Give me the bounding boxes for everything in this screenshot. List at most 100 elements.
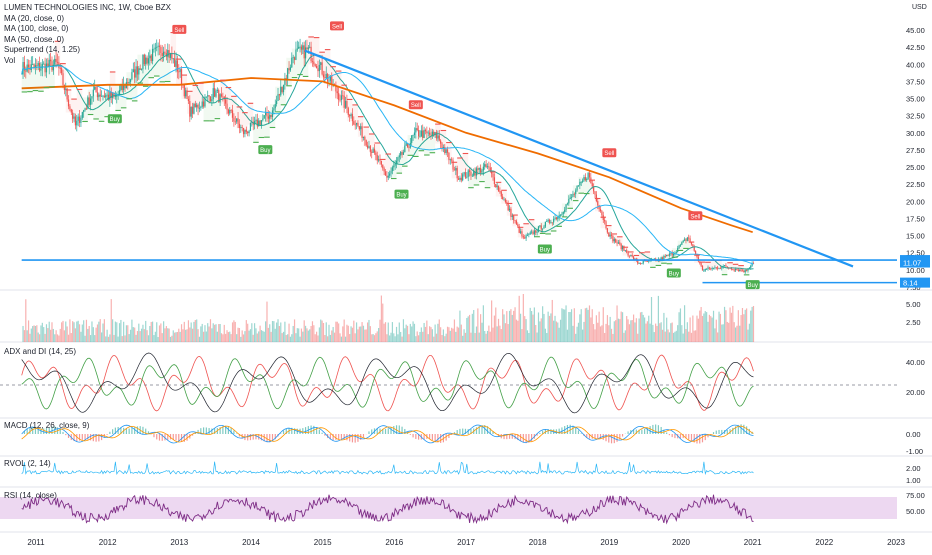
chart-title: LUMEN TECHNOLOGIES INC, 1W, Cboe BZX: [4, 3, 171, 14]
candle: [101, 96, 102, 97]
volume-bar: [514, 307, 515, 342]
volume-bar: [627, 319, 628, 342]
volume-bar: [643, 315, 644, 342]
volume-bar: [173, 330, 174, 342]
volume-bar: [185, 330, 186, 342]
volume-bar: [575, 334, 576, 342]
volume-bar: [193, 322, 194, 342]
volume-bar: [235, 322, 236, 342]
macd-bar: [335, 434, 336, 440]
volume-bar: [294, 319, 295, 342]
volume-bar: [537, 333, 538, 342]
supertrend-fill: [391, 161, 397, 179]
y-tick-label: 35.00: [906, 95, 925, 104]
adx-pane-title[interactable]: ADX and DI (14, 25): [4, 347, 76, 356]
volume-bar: [712, 318, 713, 342]
volume-bar: [601, 325, 602, 342]
macd-bar: [250, 434, 251, 440]
legend-ma50[interactable]: MA (50, close, 0): [4, 35, 171, 46]
candle: [525, 235, 526, 238]
volume-bar: [513, 311, 514, 342]
volume-bar: [753, 306, 754, 342]
volume-bar: [658, 296, 659, 342]
volume-bar: [400, 332, 401, 342]
volume-bar: [525, 319, 526, 342]
volume-bar: [486, 334, 487, 342]
supertrend-fill: [705, 262, 711, 269]
volume-bar: [698, 319, 699, 342]
macd-bar: [616, 434, 617, 442]
volume-bar: [51, 322, 52, 342]
volume-bar: [412, 321, 413, 342]
volume-bar: [324, 335, 325, 342]
candle: [717, 267, 718, 268]
candle: [386, 176, 387, 178]
volume-bar: [312, 321, 313, 342]
macd-bar: [175, 434, 176, 440]
adx-minus-di: [22, 357, 754, 409]
candle: [713, 268, 714, 269]
volume-bar: [350, 326, 351, 342]
x-tick-label: 2022: [815, 538, 833, 547]
volume-bar: [582, 330, 583, 342]
volume-bar: [366, 329, 367, 342]
volume-bar: [57, 334, 58, 342]
volume-bar: [655, 324, 656, 342]
volume-bar: [669, 332, 670, 342]
volume-bar: [186, 329, 187, 342]
volume-bar: [141, 329, 142, 342]
supertrend-fill: [115, 85, 121, 110]
volume-bar: [144, 329, 145, 342]
legend-volume[interactable]: Vol: [4, 56, 171, 67]
volume-bar: [272, 321, 273, 342]
supertrend-fill: [496, 182, 502, 196]
candle: [705, 269, 706, 270]
macd-bar: [672, 434, 673, 437]
volume-bar: [667, 329, 668, 342]
macd-bar: [716, 431, 717, 434]
candle: [546, 221, 547, 222]
volume-bar: [637, 334, 638, 342]
volume-bar: [126, 325, 127, 342]
candle: [388, 176, 389, 178]
supertrend-fill: [584, 177, 590, 193]
supertrend-fill: [474, 168, 480, 185]
candle: [548, 220, 549, 221]
volume-bar: [222, 334, 223, 342]
volume-bar: [469, 315, 470, 342]
legend-ma20[interactable]: MA (20, close, 0): [4, 14, 171, 25]
rvol-pane-title[interactable]: RVOL (2, 14): [4, 459, 51, 468]
candle: [389, 174, 390, 176]
volume-bar: [265, 321, 266, 342]
volume-bar: [280, 322, 281, 342]
macd-bar: [283, 431, 284, 434]
macd-pane-title[interactable]: MACD (12, 26, close, 9): [4, 421, 89, 430]
volume-bar: [170, 337, 171, 342]
supertrend-fill: [314, 38, 320, 65]
supertrend-fill: [733, 264, 739, 271]
pane-separators: [0, 290, 932, 532]
candle: [528, 234, 529, 235]
legend-supertrend[interactable]: Supertrend (14, 1.25): [4, 45, 171, 56]
volume-bar: [644, 317, 645, 342]
volume-bar: [403, 319, 404, 342]
rsi-pane-title[interactable]: RSI (14, close): [4, 491, 57, 500]
volume-bar: [574, 308, 575, 342]
volume-bar: [322, 321, 323, 342]
candle: [328, 81, 329, 82]
volume-bar: [523, 294, 524, 342]
legend-ma100[interactable]: MA (100, close, 0): [4, 24, 171, 35]
volume-bar: [259, 326, 260, 342]
volume-bar: [604, 333, 605, 342]
volume-bar: [293, 326, 294, 342]
macd-bar: [399, 425, 400, 434]
y-tick-label: 40.00: [906, 60, 925, 69]
volume-bar: [470, 333, 471, 342]
supertrend-fill: [689, 242, 695, 251]
volume-bar: [583, 322, 584, 342]
volume-bar: [275, 329, 276, 342]
volume-bar: [207, 323, 208, 342]
